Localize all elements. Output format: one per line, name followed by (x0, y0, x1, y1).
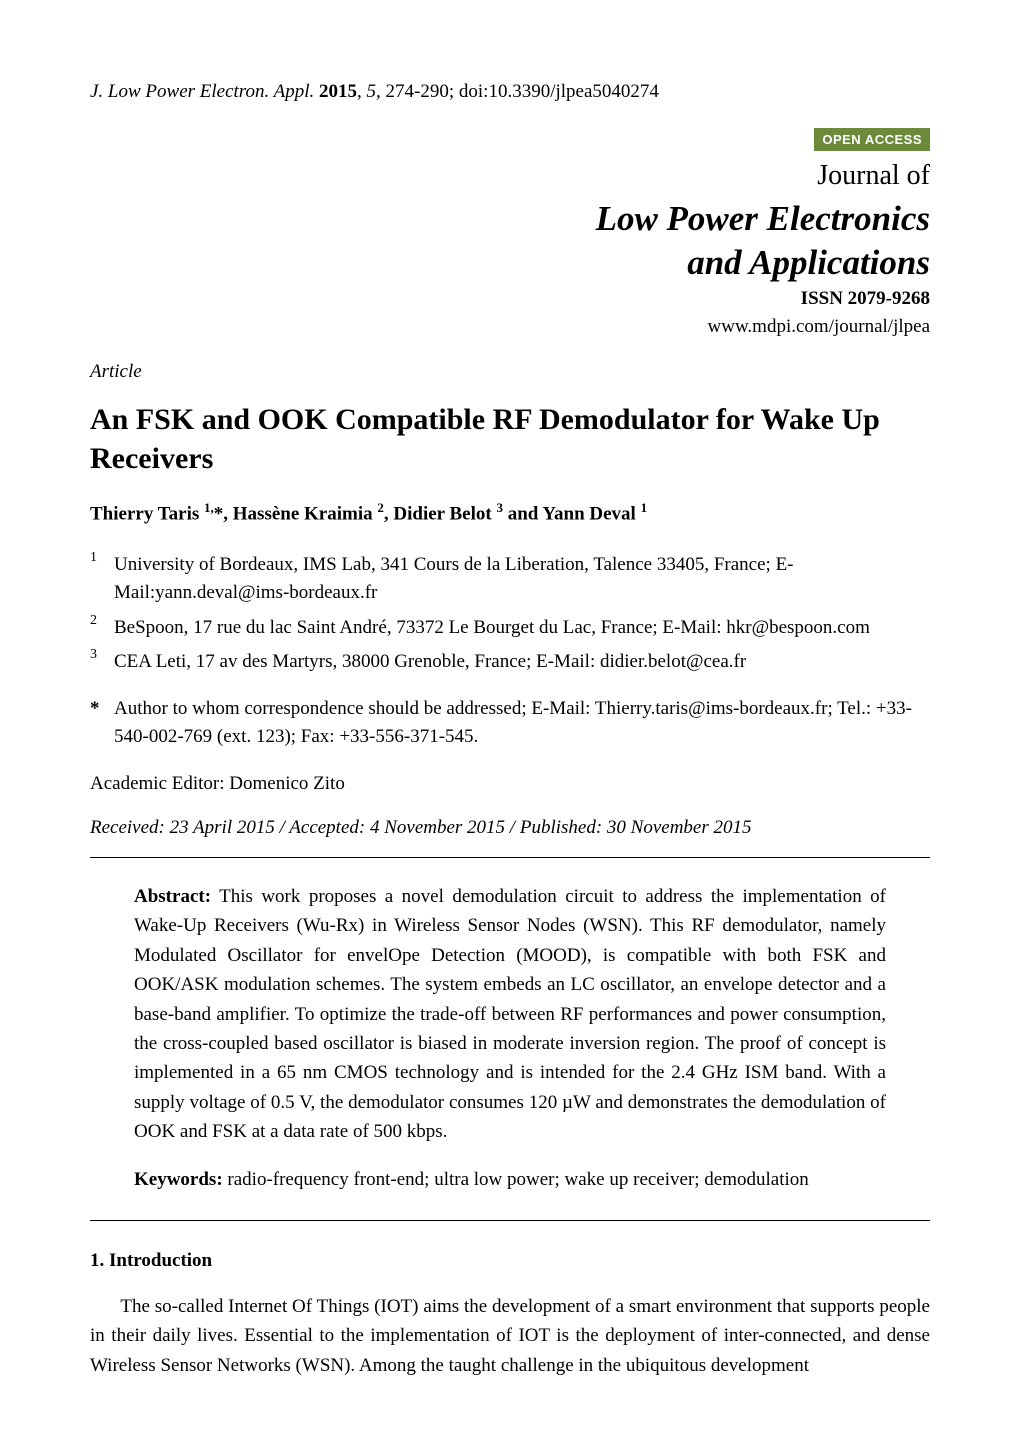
journal-issn: ISSN 2079-9268 (90, 285, 930, 314)
affiliation-number: 3 (90, 648, 114, 677)
journal-block: Journal of Low Power Electronics and App… (90, 155, 930, 342)
article-title: An FSK and OOK Compatible RF Demodulator… (90, 400, 930, 478)
section-1-heading: 1. Introduction (90, 1247, 930, 1276)
abstract-block: Abstract: This work proposes a novel dem… (90, 858, 930, 1220)
citation-volume: 5 (367, 81, 377, 102)
journal-name-line2: and Applications (90, 241, 930, 285)
article-label: Article (90, 358, 930, 387)
academic-editor: Academic Editor: Domenico Zito (90, 770, 930, 799)
keywords-text: radio-frequency front-end; ultra low pow… (227, 1169, 808, 1190)
keywords-label: Keywords: (134, 1169, 223, 1190)
citation-pages: 274-290 (386, 81, 449, 102)
abstract-text: This work proposes a novel demodulation … (134, 886, 886, 1143)
journal-prefix: Journal of (90, 155, 930, 197)
abstract-paragraph: Abstract: This work proposes a novel dem… (134, 882, 886, 1147)
affiliation-row: 2BeSpoon, 17 rue du lac Saint André, 733… (90, 614, 930, 643)
journal-name-line1: Low Power Electronics (90, 197, 930, 241)
authors-line: Thierry Taris 1,*, Hassène Kraimia 2, Di… (90, 498, 930, 529)
abstract-label: Abstract: (134, 886, 211, 907)
affiliation-row: 1University of Bordeaux, IMS Lab, 341 Co… (90, 551, 930, 608)
citation-line: J. Low Power Electron. Appl. 2015, 5, 27… (90, 78, 930, 107)
citation-sep: , (357, 81, 367, 102)
open-access-badge: OPEN ACCESS (814, 128, 930, 152)
affiliation-text: CEA Leti, 17 av des Martyrs, 38000 Greno… (114, 648, 930, 677)
citation-doi: doi:10.3390/jlpea5040274 (459, 81, 659, 102)
article-dates: Received: 23 April 2015 / Accepted: 4 No… (90, 814, 930, 843)
affiliation-text: University of Bordeaux, IMS Lab, 341 Cou… (114, 551, 930, 608)
correspondence-star: * (90, 695, 114, 752)
journal-abbr: J. Low Power Electron. Appl. (90, 81, 314, 102)
section-1-paragraph: The so-called Internet Of Things (IOT) a… (90, 1292, 930, 1380)
affiliations: 1University of Bordeaux, IMS Lab, 341 Co… (90, 551, 930, 677)
affiliation-number: 1 (90, 551, 114, 608)
affiliation-text: BeSpoon, 17 rue du lac Saint André, 7337… (114, 614, 930, 643)
correspondence: * Author to whom correspondence should b… (90, 695, 930, 752)
affiliation-number: 2 (90, 614, 114, 643)
correspondence-text: Author to whom correspondence should be … (114, 695, 930, 752)
keywords-paragraph: Keywords: radio-frequency front-end; ult… (134, 1165, 886, 1194)
journal-url: www.mdpi.com/journal/jlpea (90, 313, 930, 342)
open-access-wrap: OPEN ACCESS (90, 125, 930, 154)
rule-bottom (90, 1220, 930, 1221)
affiliation-row: 3CEA Leti, 17 av des Martyrs, 38000 Gren… (90, 648, 930, 677)
citation-year: 2015 (319, 81, 357, 102)
